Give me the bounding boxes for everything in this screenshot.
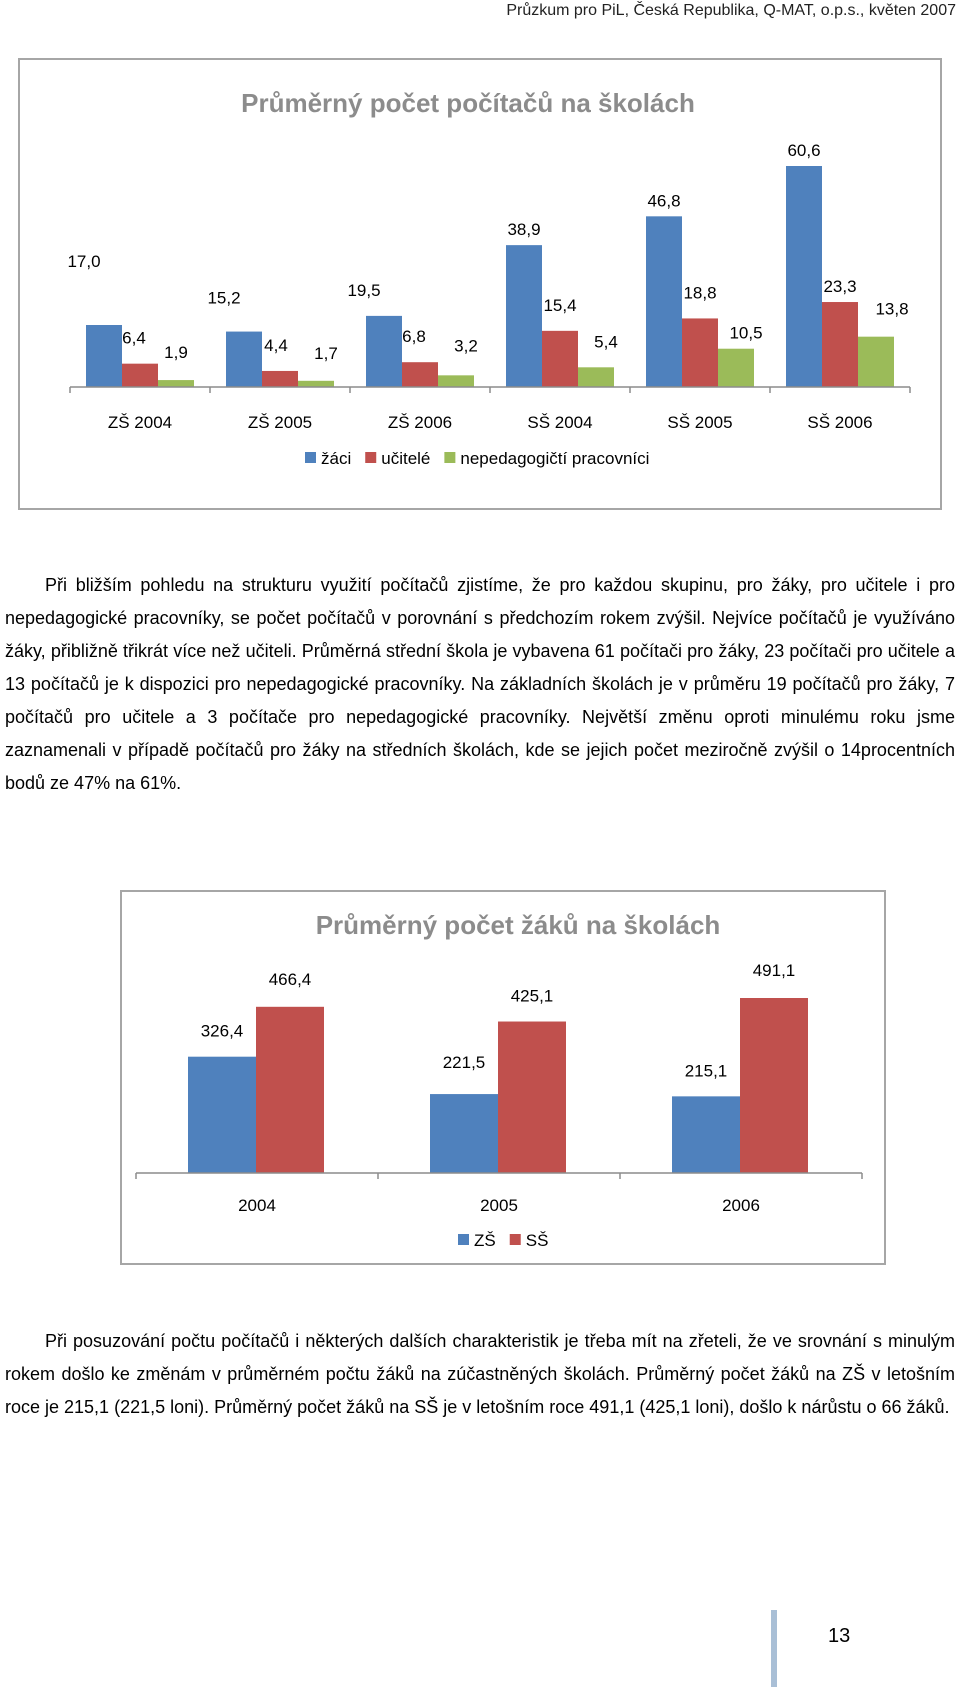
- bar-žáci-SŠ 2005: [646, 216, 682, 387]
- legend-label: SŠ: [526, 1231, 549, 1250]
- data-label: 4,4: [264, 336, 288, 355]
- bar-ZŠ-2006: [672, 1096, 740, 1173]
- data-label: 19,5: [347, 281, 380, 300]
- bar-žáci-ZŠ 2005: [226, 331, 262, 387]
- bar-nepedagogičtí pracovníci-ZŠ 2006: [438, 375, 474, 387]
- x-tick-label: SŠ 2004: [527, 413, 592, 432]
- bar-SŠ-2005: [498, 1021, 566, 1173]
- data-label: 1,7: [314, 344, 338, 363]
- bar-nepedagogičtí pracovníci-ZŠ 2004: [158, 380, 194, 387]
- page-header: Průzkum pro PiL, Česká Republika, Q-MAT,…: [506, 2, 956, 19]
- bar-žáci-ZŠ 2004: [86, 325, 122, 387]
- data-label: 13,8: [875, 300, 908, 319]
- x-tick-label: ZŠ 2005: [248, 413, 312, 432]
- data-label: 215,1: [685, 1061, 728, 1080]
- bar-SŠ-2004: [256, 1006, 324, 1173]
- page-number: 13: [828, 1625, 851, 1647]
- legend-swatch-SŠ: [509, 1234, 521, 1245]
- chart-students: Průměrný počet žáků na školách 326,4 221,5…: [120, 890, 886, 1265]
- data-label: 15,2: [207, 289, 240, 308]
- data-label: 221,5: [443, 1053, 486, 1072]
- data-label: 17,0: [67, 252, 100, 271]
- chart-computers: Průměrný počet počítačů na školách 17,0 15…: [18, 58, 942, 510]
- data-label: 425,1: [511, 987, 554, 1006]
- x-tick-label: ZŠ 2006: [388, 413, 452, 432]
- data-label: 18,8: [683, 283, 716, 302]
- footer-bar: [771, 1610, 777, 1687]
- data-label: 15,4: [543, 296, 576, 315]
- bar-ZŠ-2004: [188, 1056, 256, 1173]
- chart-students-svg: Průměrný počet žáků na školách 326,4 221,5…: [135, 910, 863, 1250]
- bar-žáci-ZŠ 2006: [366, 315, 402, 387]
- bar-učitelé-ZŠ 2006: [402, 362, 438, 387]
- bar-nepedagogičtí pracovníci-ZŠ 2005: [298, 380, 334, 387]
- chart-computers-svg: Průměrný počet počítačů na školách 17,0 15…: [67, 88, 911, 468]
- bar-učitelé-SŠ 2006: [822, 302, 858, 387]
- bar-nepedagogičtí pracovníci-SŠ 2006: [858, 336, 894, 387]
- data-label: 46,8: [647, 191, 680, 210]
- data-label: 466,4: [269, 970, 312, 989]
- legend-label: žáci: [321, 449, 351, 468]
- x-tick-label: 2006: [722, 1196, 760, 1215]
- legend-label: nepedagogičtí pracovníci: [460, 449, 649, 468]
- bar-učitelé-ZŠ 2005: [262, 370, 298, 387]
- bar-žáci-SŠ 2006: [786, 166, 822, 387]
- data-label: 10,5: [729, 324, 762, 343]
- data-label: 60,6: [787, 141, 820, 160]
- x-tick-label: ZŠ 2004: [108, 413, 172, 432]
- chart-title: Průměrný počet žáků na školách: [316, 910, 721, 940]
- data-label: 3,2: [454, 336, 478, 355]
- data-label: 23,3: [823, 277, 856, 296]
- x-tick-label: 2004: [238, 1196, 276, 1215]
- bar-ZŠ-2005: [430, 1094, 498, 1173]
- legend-swatch-nepedagogičtí pracovníci: [444, 452, 456, 463]
- legend-swatch-učitelé: [365, 452, 377, 463]
- data-label: 6,8: [402, 327, 426, 346]
- x-tick-label: SŠ 2005: [667, 413, 732, 432]
- bar-učitelé-SŠ 2005: [682, 318, 718, 387]
- data-label: 5,4: [594, 332, 618, 351]
- legend-label: učitelé: [381, 449, 430, 468]
- data-label: 491,1: [753, 961, 796, 980]
- data-label: 6,4: [122, 329, 146, 348]
- bar-nepedagogičtí pracovníci-SŠ 2005: [718, 348, 754, 387]
- chart-title: Průměrný počet počítačů na školách: [241, 88, 695, 118]
- bar-žáci-SŠ 2004: [506, 245, 542, 387]
- bar-nepedagogičtí pracovníci-SŠ 2004: [578, 367, 614, 387]
- paragraph-computers: Při bližším pohledu na strukturu využití…: [5, 575, 955, 793]
- legend-swatch-žáci: [305, 452, 316, 463]
- bar-učitelé-ZŠ 2004: [122, 363, 158, 387]
- data-label: 1,9: [164, 343, 188, 362]
- x-tick-label: 2005: [480, 1196, 518, 1215]
- paragraph-students: Při posuzování počtu počítačů i některýc…: [5, 1331, 955, 1417]
- data-label: 38,9: [507, 220, 540, 239]
- legend-swatch-ZŠ: [458, 1234, 469, 1245]
- bar-učitelé-SŠ 2004: [542, 330, 578, 387]
- x-tick-label: SŠ 2006: [807, 413, 872, 432]
- legend-label: ZŠ: [474, 1231, 496, 1250]
- data-label: 326,4: [201, 1022, 244, 1041]
- bar-SŠ-2006: [740, 998, 808, 1173]
